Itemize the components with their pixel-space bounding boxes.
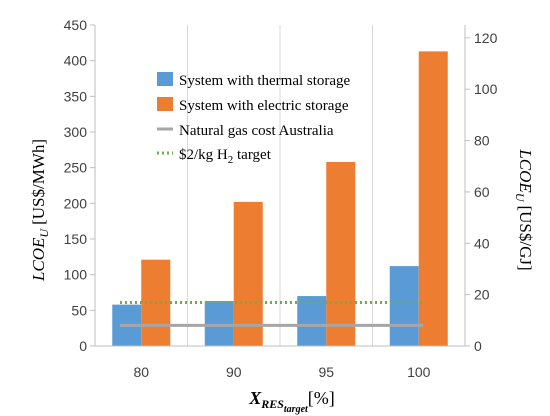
left-tick-label: 250 [64,160,88,176]
left-axis-ticks: 0 50 100 150 200 250 300 350 400 450 [64,17,95,354]
right-axis-ticks: 0 20 40 60 80 100 120 [465,30,498,354]
left-tick-label: 450 [64,17,88,33]
right-axis-title: LCOEU[US$/GJ] [513,148,535,270]
x-tick-label: 95 [318,364,334,380]
left-tick-label: 100 [64,267,88,283]
right-tick-label: 0 [474,338,482,354]
bar-electric-100 [418,51,448,346]
bar-group [112,51,448,346]
bar-electric-90 [233,201,263,346]
left-tick-label: 50 [71,302,87,318]
legend-swatch-thermal [157,72,173,86]
legend: System with thermal storage System with … [157,72,351,166]
right-tick-label: 80 [474,133,490,149]
bar-electric-95 [326,161,356,346]
right-tick-label: 40 [474,235,490,251]
left-tick-label: 200 [64,195,88,211]
reference-lines [120,300,423,327]
legend-label-natural-gas: Natural gas cost Australia [179,123,334,139]
grid-lines [187,25,373,346]
legend-label-thermal: System with thermal storage [179,73,351,89]
left-axis-title: LCOEU[US$/MWh] [29,139,51,282]
x-tick-label: 80 [133,364,149,380]
x-axis-ticks: 80 90 95 100 [133,364,430,380]
x-tick-label: 100 [407,364,431,380]
left-tick-label: 0 [79,338,87,354]
right-tick-label: 120 [474,30,498,46]
left-tick-label: 300 [64,124,88,140]
legend-label-electric: System with electric storage [179,98,349,114]
right-tick-label: 60 [474,184,490,200]
right-tick-label: 100 [474,81,498,97]
bar-thermal-100 [389,266,419,346]
legend-label-h2-target: $2/kg H2 target [179,147,272,166]
x-tick-label: 90 [226,364,242,380]
left-tick-label: 400 [64,53,88,69]
left-tick-label: 350 [64,88,88,104]
bar-thermal-90 [204,301,234,346]
legend-swatch-electric [157,97,173,111]
axes [94,25,466,347]
right-tick-label: 20 [474,287,490,303]
left-tick-label: 150 [64,231,88,247]
x-axis-title: XREStarget[%] [248,388,335,415]
bar-thermal-95 [297,296,327,346]
